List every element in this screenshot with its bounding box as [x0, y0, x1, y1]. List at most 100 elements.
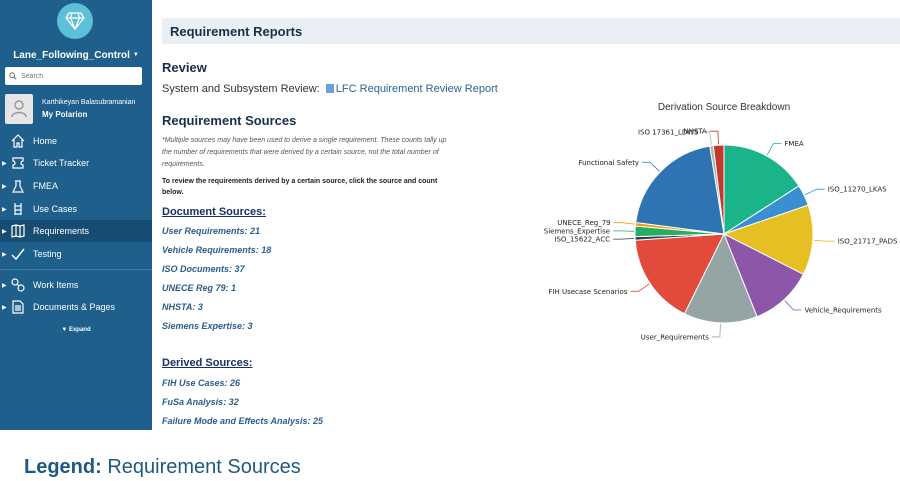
checkmark-icon [11, 248, 25, 261]
document-source-link[interactable]: Vehicle Requirements: 18 [162, 245, 272, 255]
pie-label: ISO 17361_LDWS [638, 129, 699, 137]
review-line: System and Subsystem Review: LFC Require… [162, 83, 498, 95]
search-box[interactable] [5, 67, 142, 85]
pie-slice[interactable] [723, 232, 805, 318]
legend-caption: Legend: Requirement Sources [24, 456, 301, 479]
derived-source-link[interactable]: FIH Use Cases: 26 [162, 378, 241, 388]
home-icon [11, 134, 25, 148]
nav-label: Work Items [33, 280, 79, 290]
pie-leader-line [784, 300, 802, 311]
pie-leader-line [711, 323, 721, 338]
pie-label: ISO_15622_ACC [554, 236, 610, 244]
nav-item-work-items[interactable]: ▶ Work Items [0, 274, 152, 296]
nav-label: Documents & Pages [33, 302, 116, 312]
search-input[interactable] [21, 72, 131, 80]
caption-text: Requirement Sources [101, 456, 301, 478]
requirement-sources-heading: Requirement Sources [162, 113, 297, 128]
nav-label: Home [33, 136, 58, 146]
nav-item-documents-pages[interactable]: ▶ Documents & Pages [0, 296, 152, 318]
page-header: Requirement Reports [162, 18, 900, 44]
chevron-down-icon: ▼ [61, 327, 68, 333]
nav-item-use-cases[interactable]: ▶ Use Cases [0, 198, 152, 220]
nav-item-requirements[interactable]: ▶ Requirements [0, 220, 152, 242]
expand-arrow-icon[interactable]: ▶ [2, 160, 7, 167]
my-polarion-link[interactable]: My Polarion [42, 110, 88, 119]
pie-leader-line [709, 130, 719, 145]
document-source-link[interactable]: Siemens Expertise: 3 [162, 321, 253, 331]
project-selector[interactable]: Lane_Following_Control ▼ [0, 50, 152, 61]
use-cases-icon [14, 203, 22, 215]
sources-instruction: To review the requirements derived by a … [162, 178, 438, 196]
pie-leader-line [613, 222, 635, 225]
nav-item-home[interactable]: Home [0, 130, 152, 152]
nav-label: Requirements [33, 226, 90, 236]
nav-label: Testing [33, 249, 62, 259]
nav-label: Use Cases [33, 204, 78, 214]
review-report-link[interactable]: LFC Requirement Review Report [335, 83, 498, 95]
expand-arrow-icon[interactable]: ▶ [2, 282, 7, 289]
page-title: Requirement Reports [170, 24, 303, 39]
expand-arrow-icon[interactable]: ▶ [2, 228, 7, 235]
pie-leader-line [630, 283, 650, 292]
pie-leader-line [642, 161, 660, 172]
expand-button[interactable]: ▼ Expand [0, 327, 152, 333]
pie-label: UNECE_Reg_79 [557, 219, 610, 227]
pie-label: FIH Usecase Scenarios [548, 288, 627, 296]
document-source-link[interactable]: ISO Documents: 37 [162, 264, 245, 274]
project-name: Lane_Following_Control [13, 50, 130, 61]
pie-chart: FMEA ISO_11270_LKAS ISO_21717_PADS Vehicle_… [544, 128, 898, 342]
diamond-logo-icon[interactable] [57, 3, 93, 39]
documents-icon [12, 300, 24, 314]
nav-label: FMEA [33, 181, 59, 191]
search-icon [9, 72, 17, 80]
pie-slice[interactable] [722, 204, 814, 275]
expand-arrow-icon[interactable]: ▶ [2, 304, 7, 311]
ticket-icon [12, 157, 24, 169]
document-source-link[interactable]: UNECE Reg 79: 1 [162, 283, 237, 293]
expand-arrow-icon[interactable]: ▶ [2, 251, 7, 258]
document-source-link[interactable]: NHSTA: 3 [162, 302, 203, 312]
chart-title: Derivation Source Breakdown [657, 102, 791, 113]
expand-arrow-icon[interactable]: ▶ [2, 206, 7, 213]
nav-divider [0, 269, 152, 270]
pie-label: FMEA [784, 140, 803, 148]
book-icon [11, 224, 25, 238]
pie-slice[interactable] [634, 233, 725, 315]
derivation-source-chart: Derivation Source Breakdown FMEA ISO_1127… [520, 95, 900, 355]
pie-slice[interactable] [723, 144, 800, 235]
pie-label: Siemens_Expertise [544, 227, 610, 235]
derived-sources-heading: Derived Sources: [162, 357, 253, 369]
user-name: Karthikeyan Balasubramanian [42, 99, 136, 106]
pie-label: Functional Safety [578, 159, 639, 167]
nav-item-ticket-tracker[interactable]: ▶ Ticket Tracker [0, 152, 152, 174]
pie-label: User_Requirements [641, 333, 709, 341]
pie-leader-line [701, 131, 712, 145]
pie-slice[interactable] [635, 145, 725, 235]
user-card[interactable]: Karthikeyan Balasubramanian My Polarion [0, 92, 152, 126]
pie-leader-line [813, 239, 835, 242]
caption-bold: Legend: [24, 456, 102, 478]
nav-item-fmea[interactable]: ▶ FMEA [0, 175, 152, 197]
chevron-down-icon: ▼ [132, 52, 139, 59]
user-icon [11, 100, 27, 118]
sidebar: Lane_Following_Control▼ Karthikeyan Bala… [0, 0, 152, 430]
nav-label: Ticket Tracker [33, 158, 90, 168]
expand-label: Expand [68, 327, 91, 333]
derived-source-link[interactable]: FuSa Analysis: 32 [162, 397, 239, 407]
pie-leader-line [613, 238, 635, 240]
pie-leader-line [804, 188, 825, 196]
review-prefix: System and Subsystem Review: [162, 83, 323, 95]
nav-item-testing[interactable]: ▶ Testing [0, 243, 152, 265]
derived-source-link[interactable]: Failure Mode and Effects Analysis: 25 [162, 416, 324, 426]
pie-label: ISO_11270_LKAS [828, 186, 887, 194]
fmea-icon [12, 180, 24, 193]
expand-arrow-icon[interactable]: ▶ [2, 183, 7, 190]
pie-leader-line [766, 143, 782, 156]
pie-slice[interactable] [712, 144, 725, 235]
pie-label: Vehicle_Requirements [804, 307, 882, 315]
pie-slice[interactable] [683, 232, 758, 324]
review-heading: Review [162, 60, 207, 75]
document-source-link[interactable]: User Requirements: 21 [162, 226, 261, 236]
work-items-icon [11, 278, 25, 292]
